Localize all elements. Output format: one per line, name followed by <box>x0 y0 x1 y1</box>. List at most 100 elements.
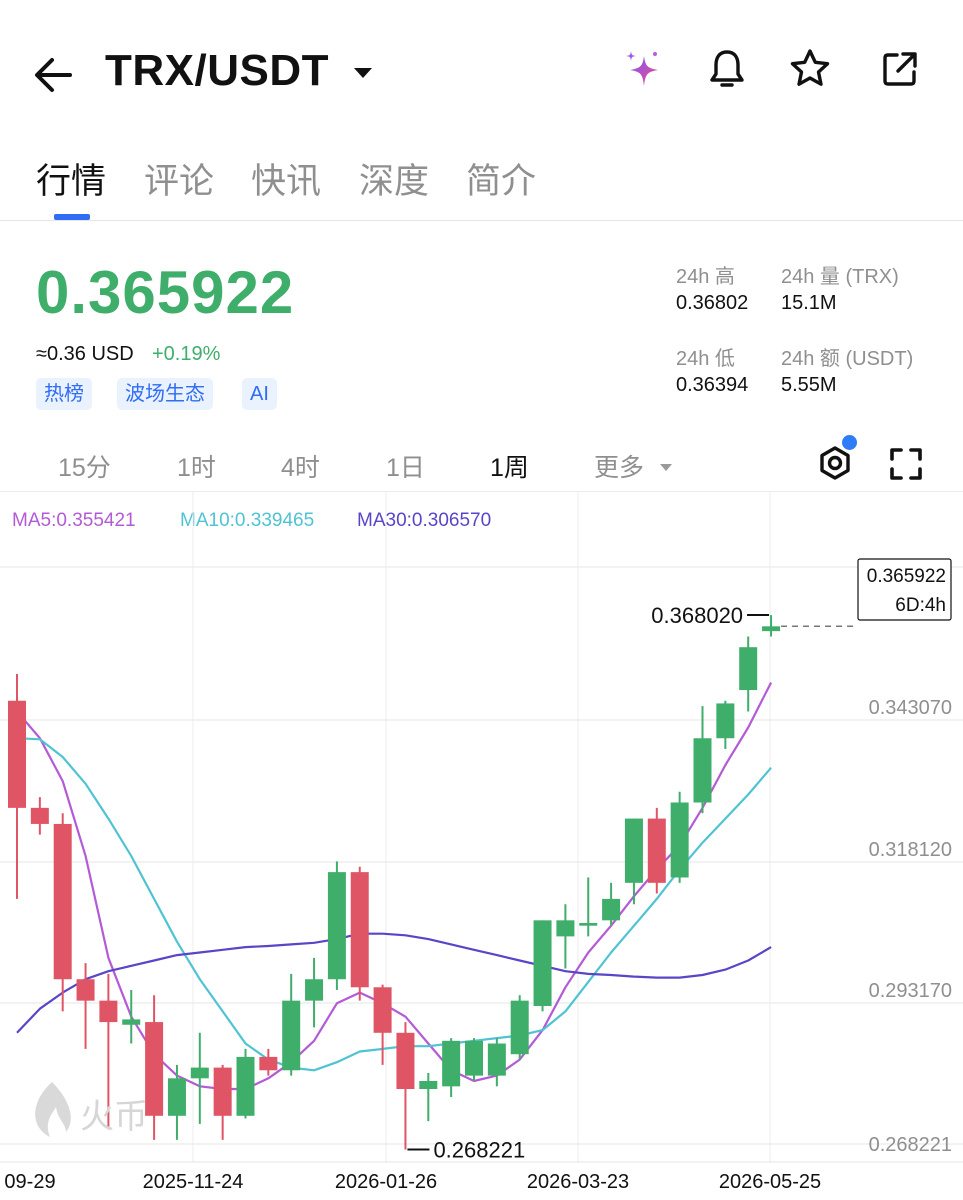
indicator-settings-icon[interactable] <box>815 443 855 483</box>
candle-down <box>99 973 118 1130</box>
candle-body <box>419 1080 438 1090</box>
x-axis-label: 2026-01-26 <box>335 1171 437 1193</box>
y-axis-label: 0.268221 <box>869 1134 952 1156</box>
candle-body <box>99 1000 118 1023</box>
candle-up <box>510 995 529 1060</box>
interval-4h[interactable]: 4时 <box>281 454 320 482</box>
usd-approx-price: ≈0.36 USD <box>36 343 134 365</box>
chart-grid <box>0 492 963 1163</box>
candle-down <box>373 984 392 1065</box>
stat-high-label: 24h 高 <box>676 266 735 288</box>
candle-up <box>487 1038 506 1087</box>
price-change-percent: +0.19% <box>152 343 221 365</box>
candle-up <box>533 920 552 1012</box>
candle-up <box>693 706 712 814</box>
candle-up <box>122 989 141 1044</box>
candle-body <box>624 818 643 883</box>
star-icon[interactable] <box>787 46 833 92</box>
caret-down-icon[interactable] <box>352 66 374 80</box>
candle-body <box>647 818 666 883</box>
caret-down-icon[interactable] <box>659 459 673 471</box>
interval-1w[interactable]: 1周 <box>490 454 529 482</box>
ma-line-ma10 <box>16 737 772 1072</box>
candle-body <box>739 647 758 691</box>
interval-1h[interactable]: 1时 <box>177 454 216 482</box>
candle-body <box>350 872 369 988</box>
candle-body <box>602 898 621 921</box>
candle-up <box>602 882 621 926</box>
share-icon[interactable] <box>877 46 923 92</box>
candle-body <box>693 738 712 803</box>
stat-high-value: 0.36802 <box>676 292 749 314</box>
low-marker-label: 0.268221 <box>433 1138 525 1163</box>
candle-down <box>213 1064 232 1140</box>
tag-hot-list[interactable]: 热榜 <box>36 378 92 410</box>
candle-down <box>145 995 164 1140</box>
y-axis-label: 0.343070 <box>869 697 952 719</box>
interval-1d[interactable]: 1日 <box>386 454 425 482</box>
candle-down <box>396 1022 415 1150</box>
candle-up <box>624 818 643 905</box>
candle-body <box>762 626 781 632</box>
candle-body <box>579 923 598 926</box>
tag-tron-ecosystem[interactable]: 波场生态 <box>117 378 213 410</box>
candle-up <box>305 957 324 1028</box>
current-price-tag: 0.365922 6D:4h <box>857 558 952 621</box>
tab-market[interactable]: 行情 <box>36 162 107 201</box>
watermark-text: 火币 <box>80 1097 148 1137</box>
candle-body <box>442 1040 461 1087</box>
candle-countdown: 6D:4h <box>895 595 946 616</box>
stat-low-value: 0.36394 <box>676 374 749 396</box>
chart-labels: 0.343070 0.318120 0.293170 0.268221 09-29 202… <box>4 558 952 1193</box>
candle-body <box>327 872 346 980</box>
last-price: 0.365922 <box>36 259 295 326</box>
active-tab-indicator <box>54 214 90 220</box>
candle-body <box>282 1000 301 1071</box>
y-axis-label: 0.293170 <box>869 980 952 1002</box>
interval-15m[interactable]: 15分 <box>58 454 111 482</box>
x-axis-label: 09-29 <box>4 1171 55 1193</box>
pair-title[interactable]: TRX/USDT <box>105 46 329 95</box>
back-arrow-icon[interactable] <box>30 50 80 100</box>
candle-body <box>145 1022 164 1116</box>
candle-body <box>30 807 49 824</box>
interval-more[interactable]: 更多 <box>594 454 645 482</box>
candle-up <box>327 861 346 990</box>
fullscreen-icon[interactable] <box>887 445 925 483</box>
candle-up <box>167 1064 186 1140</box>
candle-body <box>236 1056 255 1116</box>
tag-ai[interactable]: AI <box>242 378 277 410</box>
candle-up <box>236 1048 255 1119</box>
candle-up <box>419 1072 438 1122</box>
candle-up <box>442 1038 461 1098</box>
candle-up <box>579 877 598 937</box>
candle-up <box>762 615 781 637</box>
candle-up <box>190 1032 209 1124</box>
candlestick-chart[interactable]: 0.343070 0.318120 0.293170 0.268221 09-29 202… <box>0 492 963 1200</box>
candle-body <box>76 979 95 1001</box>
stat-amount-label: 24h 额 (USDT) <box>781 348 914 370</box>
candle-body <box>8 700 26 808</box>
bell-icon[interactable] <box>704 46 750 92</box>
candle-down <box>30 797 49 835</box>
ma5-legend: MA5:0.355421 <box>12 510 136 531</box>
x-axis-label: 2025-11-24 <box>143 1171 244 1193</box>
huobi-logo-watermark: 火币 <box>35 1082 148 1137</box>
candle-down <box>8 673 26 899</box>
candle-body <box>167 1078 186 1116</box>
candle-body <box>190 1067 209 1079</box>
tab-news[interactable]: 快讯 <box>251 162 322 201</box>
tab-comments[interactable]: 评论 <box>144 162 215 201</box>
candle-up <box>670 791 689 883</box>
candle-body <box>716 703 735 739</box>
candle-down <box>647 807 666 894</box>
candle-body <box>465 1040 483 1076</box>
ai-sparkle-icon[interactable] <box>620 46 666 92</box>
tab-depth[interactable]: 深度 <box>359 162 430 201</box>
x-axis-label: 2026-03-23 <box>527 1171 629 1193</box>
tab-intro[interactable]: 简介 <box>466 162 537 201</box>
candle-body <box>396 1032 415 1090</box>
stat-amount-value: 5.55M <box>781 374 837 396</box>
ma-line-ma30 <box>16 932 772 1034</box>
current-price-tag-value: 0.365922 <box>867 566 946 587</box>
